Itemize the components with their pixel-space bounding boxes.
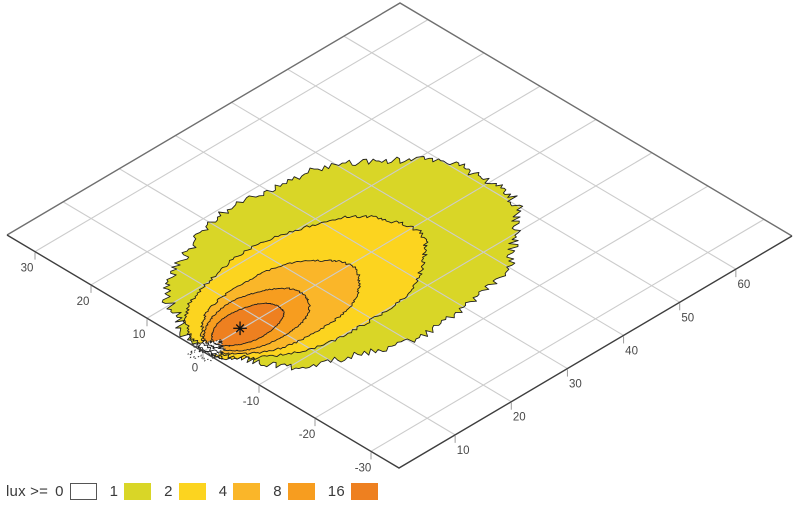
legend-entry-8: 8 bbox=[273, 483, 315, 500]
right-axis-tick-label: 50 bbox=[681, 312, 694, 324]
grid-line-y bbox=[370, 218, 765, 452]
origin-speck bbox=[228, 344, 231, 347]
legend-swatch-0 bbox=[69, 483, 97, 500]
left-axis-tick-label: -30 bbox=[355, 462, 372, 474]
legend-entry-2: 2 bbox=[164, 483, 206, 500]
legend-swatch-8 bbox=[287, 483, 315, 500]
plot-border-lower bbox=[6, 234, 793, 469]
left-axis-tick-label: -20 bbox=[299, 429, 316, 441]
legend-entry-4: 4 bbox=[219, 483, 261, 500]
legend-entry-0: 0 bbox=[55, 483, 97, 500]
legend-value-label: 4 bbox=[218, 483, 228, 500]
left-axis-tick-label: 0 bbox=[192, 363, 198, 375]
legend-swatch-2 bbox=[178, 483, 206, 500]
right-axis-tick-label: 60 bbox=[737, 279, 750, 291]
contour-outline-lux-4 bbox=[199, 259, 361, 355]
left-axis-tick-label: 20 bbox=[77, 296, 90, 308]
origin-speck bbox=[218, 340, 222, 344]
legend-value-label: 2 bbox=[164, 483, 173, 500]
plot-border-upper bbox=[6, 2, 793, 237]
legend-value-label: 1 bbox=[109, 483, 119, 500]
origin-speck bbox=[217, 356, 220, 359]
legend-entry-16: 16 bbox=[328, 483, 378, 500]
origin-speck bbox=[220, 355, 223, 358]
origin-speck bbox=[220, 351, 223, 355]
grid-line-y bbox=[34, 19, 429, 253]
origin-speck bbox=[209, 340, 213, 343]
left-axis-tick-label: 30 bbox=[21, 263, 34, 275]
right-axis-tick-label: 20 bbox=[513, 412, 526, 424]
contour-outline-lux-1 bbox=[161, 156, 524, 371]
origin-speck bbox=[220, 357, 224, 360]
contour-outline-lux-16 bbox=[211, 302, 285, 347]
origin-specks bbox=[198, 340, 231, 360]
legend-value-label: 8 bbox=[273, 483, 282, 500]
legend-swatch-4 bbox=[233, 483, 261, 500]
legend-swatch-1 bbox=[124, 483, 152, 500]
origin-speck bbox=[210, 352, 214, 356]
origin-speck bbox=[219, 346, 222, 349]
origin-speck bbox=[198, 350, 201, 353]
asterisk-ray bbox=[235, 324, 245, 333]
right-axis-tick-label: 30 bbox=[569, 379, 582, 391]
grid-line-y bbox=[314, 185, 709, 419]
left-axis-tick-label: -10 bbox=[243, 396, 260, 408]
grid-line-y bbox=[90, 52, 485, 286]
grid-line-y bbox=[258, 152, 653, 386]
hotspot-asterisk-marker bbox=[233, 321, 247, 336]
origin-speck bbox=[212, 346, 215, 350]
contour-outline-lux-8 bbox=[202, 287, 311, 352]
legend-value-label: 0 bbox=[55, 483, 64, 500]
legend-title: lux >= bbox=[6, 483, 49, 500]
left-axis-tick-label: 10 bbox=[133, 329, 146, 341]
grid-lines bbox=[34, 19, 765, 452]
grid-line-y bbox=[202, 119, 597, 352]
right-axis-tick-label: 40 bbox=[625, 345, 638, 357]
right-axis-tick-label: 10 bbox=[457, 445, 470, 457]
legend-value-label: 16 bbox=[327, 483, 345, 500]
legend-swatch-16 bbox=[350, 483, 378, 500]
legend-entry-1: 1 bbox=[110, 483, 152, 500]
lux-legend: lux >= 0 1 2 4 8 16 bbox=[6, 483, 391, 500]
axis-ticks-and-labels: 30 20 10 0 -10 -20 -30 10 20 30 40 50 60 bbox=[21, 252, 750, 474]
